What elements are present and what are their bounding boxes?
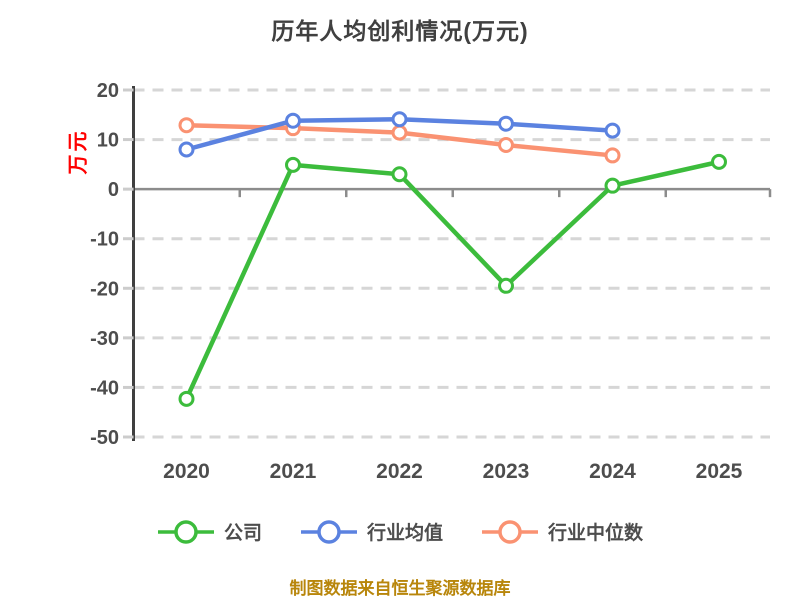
data-point-公司-2025[interactable] [711, 153, 727, 170]
x-tick-label-2021: 2021 [270, 460, 317, 483]
x-tick-label-2024: 2024 [589, 460, 636, 483]
data-point-公司-2020[interactable] [178, 390, 195, 407]
data-source-note: 制图数据来自恒生聚源数据库 [289, 579, 511, 598]
y-tick-label: -30 [90, 328, 119, 350]
data-point-公司-2022[interactable] [391, 166, 408, 183]
data-point-行业中位数-2020[interactable] [178, 117, 195, 134]
industry-mean-line-marker-icon [300, 519, 357, 544]
data-point-行业中位数-2022[interactable] [391, 124, 408, 141]
x-tick-label-2022: 2022 [376, 460, 423, 483]
data-point-公司-2023[interactable] [498, 277, 514, 294]
y-tick-label: 20 [97, 80, 119, 102]
data-point-行业均值-2020[interactable] [178, 141, 195, 158]
legend-label-industry-median: 行业中位数 [548, 523, 644, 544]
legend: 公司 行业均值 行业中位数 [0, 518, 800, 545]
x-tick-label-2025: 2025 [696, 460, 743, 483]
y-tick-label: -50 [90, 427, 119, 449]
company-line-marker-icon [157, 519, 214, 544]
industry-median-line-marker-icon [482, 519, 538, 544]
legend-label-company: 公司 [223, 523, 262, 544]
y-tick-label: -40 [90, 377, 119, 399]
legend-item-company[interactable]: 公司 [157, 518, 262, 545]
x-tick-label-2020: 2020 [163, 460, 210, 483]
legend-item-industry-mean[interactable]: 行业均值 [300, 518, 443, 545]
data-point-公司-2024[interactable] [604, 177, 621, 194]
series-line-公司 [184, 159, 722, 402]
data-point-行业中位数-2024[interactable] [604, 147, 621, 164]
x-tick-label-2023: 2023 [483, 460, 530, 483]
y-tick-label: -20 [90, 278, 119, 300]
y-tick-label: -10 [90, 229, 119, 251]
chart-title: 历年人均创利情况(万元) [271, 18, 529, 44]
legend-item-industry-median[interactable]: 行业中位数 [481, 518, 643, 545]
data-point-行业均值-2022[interactable] [391, 111, 408, 128]
y-tick-label: 0 [108, 179, 119, 201]
y-tick-label: 10 [97, 130, 119, 152]
data-point-行业中位数-2023[interactable] [498, 137, 514, 154]
data-point-行业均值-2021[interactable] [285, 112, 301, 129]
legend-label-industry-mean: 行业均值 [366, 523, 443, 544]
data-point-公司-2021[interactable] [285, 156, 301, 173]
data-point-行业均值-2023[interactable] [498, 115, 514, 132]
data-point-行业均值-2024[interactable] [604, 122, 621, 139]
